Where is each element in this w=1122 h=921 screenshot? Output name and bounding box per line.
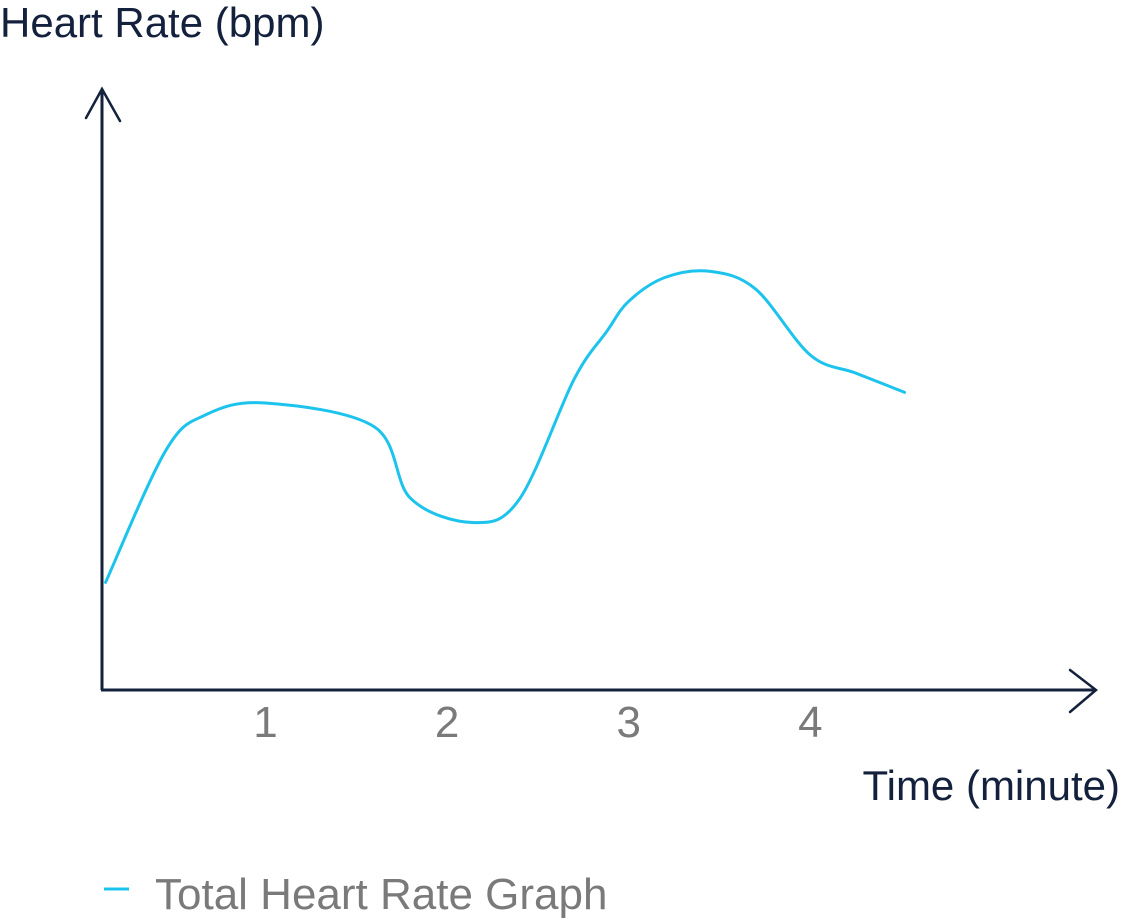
x-tick-label: 4 — [798, 698, 822, 747]
x-tick-labels: 1 2 3 4 — [253, 698, 822, 747]
y-axis-arrowhead — [84, 86, 122, 123]
x-tick-label: 2 — [435, 698, 459, 747]
x-tick-label: 1 — [253, 698, 277, 747]
series-line-total-heart-rate — [104, 269, 907, 584]
legend: Total Heart Rate Graph — [104, 870, 607, 919]
x-axis-title: Time (minute) — [863, 762, 1120, 809]
x-tick-label: 3 — [616, 698, 640, 747]
legend-label: Total Heart Rate Graph — [155, 870, 607, 919]
x-axis-arrowhead — [1068, 668, 1098, 714]
y-axis-title: Heart Rate (bpm) — [0, 0, 324, 46]
